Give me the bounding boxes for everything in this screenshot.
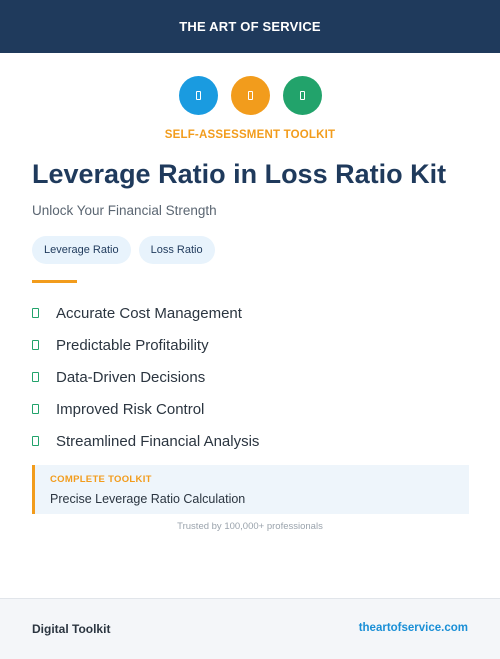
- icon-row: [0, 76, 500, 115]
- check-icon: [32, 340, 39, 350]
- list-item: Improved Risk Control: [32, 393, 259, 425]
- footer-link[interactable]: theartofservice.com: [358, 622, 468, 634]
- accent-divider: [32, 280, 77, 283]
- document-icon: [230, 76, 270, 115]
- check-icon: [32, 404, 39, 414]
- page-title: Leverage Ratio in Loss Ratio Kit: [32, 159, 447, 189]
- check-icon: [32, 436, 39, 446]
- tag-leverage-ratio: Leverage Ratio: [32, 236, 131, 264]
- footer-label: Digital Toolkit: [32, 622, 111, 636]
- callout-text: Precise Leverage Ratio Calculation: [50, 492, 246, 506]
- brand-title: THE ART OF SERVICE: [179, 19, 321, 34]
- tag-loss-ratio: Loss Ratio: [138, 236, 215, 264]
- callout-label: COMPLETE TOOLKIT: [50, 474, 152, 485]
- feature-text: Data-Driven Decisions: [56, 368, 206, 386]
- page-subtitle: Unlock Your Financial Strength: [32, 203, 217, 218]
- feature-text: Streamlined Financial Analysis: [56, 432, 260, 450]
- feature-text: Improved Risk Control: [56, 400, 205, 418]
- eyebrow-label: SELF-ASSESSMENT TOOLKIT: [164, 129, 336, 141]
- document-icon: [178, 76, 218, 115]
- document-icon: [282, 76, 322, 115]
- footer-bar: Digital Toolkit theartofservice.com: [0, 598, 500, 659]
- callout-box: COMPLETE TOOLKIT Precise Leverage Ratio …: [32, 465, 469, 514]
- feature-list: Accurate Cost Management Predictable Pro…: [32, 297, 259, 457]
- list-item: Data-Driven Decisions: [32, 361, 259, 393]
- check-icon: [32, 372, 39, 382]
- list-item: Streamlined Financial Analysis: [32, 425, 259, 457]
- header-bar: THE ART OF SERVICE: [0, 0, 500, 53]
- list-item: Accurate Cost Management: [32, 297, 259, 329]
- feature-text: Accurate Cost Management: [56, 304, 242, 322]
- trusted-note: Trusted by 100,000+ professionals: [177, 521, 323, 532]
- tag-list: Leverage Ratio Loss Ratio: [32, 236, 215, 264]
- check-icon: [32, 308, 39, 318]
- list-item: Predictable Profitability: [32, 329, 259, 361]
- feature-text: Predictable Profitability: [56, 336, 209, 354]
